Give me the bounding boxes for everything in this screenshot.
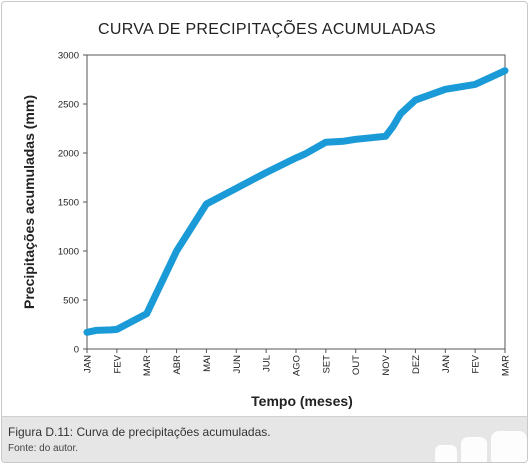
y-tick-label: 1500	[58, 198, 79, 209]
x-tick-label: OUT	[351, 355, 362, 375]
x-axis-label: Tempo (meses)	[251, 393, 353, 409]
x-tick-label: FEV	[112, 354, 123, 373]
x-tick-label: SET	[321, 355, 332, 374]
y-axis-ticks: 0 500 1000 1500 2000 2500 3000	[58, 51, 87, 356]
x-tick-label: MAR	[501, 355, 512, 376]
y-tick-label: 0	[74, 345, 79, 356]
x-axis-ticks: JAN FEV MAR ABR MAI JUN JUL AGO SET OUT NOV DEZ JAN F…	[83, 349, 512, 376]
y-tick-label: 3000	[58, 51, 79, 62]
x-tick-label: DEZ	[411, 355, 422, 374]
y-tick-label: 1000	[58, 247, 79, 258]
y-axis-label: Precipitações acumuladas (mm)	[21, 95, 37, 309]
x-tick-label: JAN	[83, 355, 94, 373]
x-tick-label: JUN	[232, 355, 243, 374]
decorative-shapes-icon	[435, 431, 527, 462]
x-tick-label: NOV	[381, 354, 392, 375]
x-tick-label: MAI	[202, 355, 213, 372]
x-tick-label: JAN	[441, 355, 452, 373]
x-tick-label: JUL	[262, 355, 273, 372]
x-tick-label: AGO	[292, 355, 303, 376]
figure-source: Fonte: do autor.	[8, 443, 79, 454]
y-tick-label: 2000	[58, 149, 79, 160]
x-tick-label: MAR	[142, 355, 153, 376]
figure-caption: Figura D.11: Curva de precipitações acum…	[8, 425, 271, 439]
chart-title: CURVA DE PRECIPITAÇÕES ACUMULADAS	[98, 18, 436, 38]
x-tick-label: FEV	[471, 354, 482, 373]
y-tick-label: 500	[63, 296, 79, 307]
x-tick-label: ABR	[172, 355, 183, 375]
line-chart: CURVA DE PRECIPITAÇÕES ACUMULADAS 0 500 10…	[21, 18, 512, 409]
series-group	[83, 67, 509, 336]
caption-bar: Figura D.11: Curva de precipitações acum…	[2, 416, 527, 462]
series-line-0	[83, 67, 509, 336]
y-tick-label: 2500	[58, 100, 79, 111]
